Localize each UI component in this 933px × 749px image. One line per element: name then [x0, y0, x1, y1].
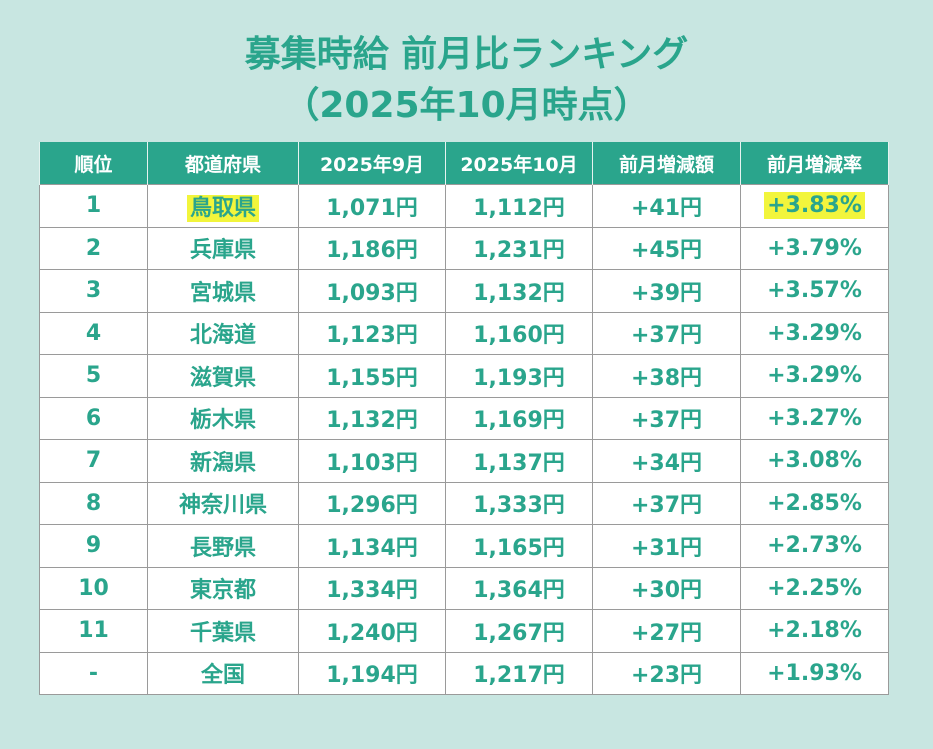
cell-sep-wage: 1,071円: [298, 184, 446, 228]
cell-rate: +3.83%: [740, 184, 889, 228]
cell-rank: 6: [39, 396, 148, 440]
table-row: 7 新潟県 1,103円 1,137円 +34円 +3.08%: [39, 439, 889, 483]
cell-rank: 11: [39, 609, 148, 653]
table-row: 1 鳥取県 1,071円 1,112円 +41円 +3.83%: [39, 184, 889, 228]
cell-sep-wage: 1,155円: [298, 354, 446, 398]
cell-prefecture: 宮城県: [147, 269, 299, 313]
cell-sep-wage: 1,134円: [298, 524, 446, 568]
cell-rank: 4: [39, 311, 148, 355]
cell-diff: +38円: [592, 354, 741, 398]
cell-oct-wage: 1,169円: [445, 396, 593, 440]
table-row: - 全国 1,194円 1,217円 +23円 +1.93%: [39, 651, 889, 695]
cell-sep-wage: 1,194円: [298, 651, 446, 695]
cell-oct-wage: 1,160円: [445, 311, 593, 355]
header-rate: 前月増減率: [740, 142, 889, 185]
cell-diff: +41円: [592, 184, 741, 228]
cell-rank: 10: [39, 566, 148, 610]
cell-oct-wage: 1,333円: [445, 481, 593, 525]
chart-subtitle: （2025年10月時点）: [283, 85, 650, 126]
cell-rate: +2.85%: [740, 481, 889, 525]
cell-oct-wage: 1,112円: [445, 184, 593, 228]
cell-rate: +3.29%: [740, 311, 889, 355]
cell-diff: +37円: [592, 481, 741, 525]
cell-diff: +23円: [592, 651, 741, 695]
cell-oct-wage: 1,137円: [445, 439, 593, 483]
cell-sep-wage: 1,186円: [298, 226, 446, 270]
cell-sep-wage: 1,093円: [298, 269, 446, 313]
header-oct-2025: 2025年10月: [445, 142, 593, 185]
table-row: 3 宮城県 1,093円 1,132円 +39円 +3.57%: [39, 269, 889, 313]
cell-rank: 7: [39, 439, 148, 483]
table-header-row: 順位 都道府県 2025年9月 2025年10月 前月増減額 前月増減率: [39, 142, 889, 185]
cell-diff: +27円: [592, 609, 741, 653]
cell-rate: +3.08%: [740, 439, 889, 483]
cell-rate: +2.73%: [740, 524, 889, 568]
cell-sep-wage: 1,103円: [298, 439, 446, 483]
table-body: 1 鳥取県 1,071円 1,112円 +41円 +3.83% 2 兵庫県 1,186円 1,23…: [39, 184, 889, 695]
cell-rank: 8: [39, 481, 148, 525]
cell-sep-wage: 1,240円: [298, 609, 446, 653]
cell-diff: +37円: [592, 311, 741, 355]
cell-rate: +3.27%: [740, 396, 889, 440]
cell-prefecture: 長野県: [147, 524, 299, 568]
cell-prefecture: 東京都: [147, 566, 299, 610]
cell-rate: +2.18%: [740, 609, 889, 653]
cell-rate: +1.93%: [740, 651, 889, 695]
table-row: 10 東京都 1,334円 1,364円 +30円 +2.25%: [39, 566, 889, 610]
table-row: 5 滋賀県 1,155円 1,193円 +38円 +3.29%: [39, 354, 889, 398]
cell-rate: +2.25%: [740, 566, 889, 610]
cell-oct-wage: 1,165円: [445, 524, 593, 568]
cell-prefecture: 兵庫県: [147, 226, 299, 270]
cell-oct-wage: 1,231円: [445, 226, 593, 270]
cell-prefecture: 新潟県: [147, 439, 299, 483]
header-rank: 順位: [39, 142, 148, 185]
cell-rank: 5: [39, 354, 148, 398]
chart-title: 募集時給 前月比ランキング: [244, 34, 689, 75]
cell-prefecture: 北海道: [147, 311, 299, 355]
cell-oct-wage: 1,193円: [445, 354, 593, 398]
cell-diff: +34円: [592, 439, 741, 483]
cell-sep-wage: 1,334円: [298, 566, 446, 610]
highlight-marker: 鳥取県: [186, 194, 259, 222]
cell-rank: 3: [39, 269, 148, 313]
table-row: 6 栃木県 1,132円 1,169円 +37円 +3.27%: [39, 396, 889, 440]
cell-prefecture: 鳥取県: [147, 184, 299, 228]
cell-rank: 9: [39, 524, 148, 568]
highlight-marker: +3.83%: [764, 192, 865, 220]
table-row: 8 神奈川県 1,296円 1,333円 +37円 +2.85%: [39, 481, 889, 525]
cell-rank: -: [39, 651, 148, 695]
cell-prefecture: 栃木県: [147, 396, 299, 440]
cell-oct-wage: 1,217円: [445, 651, 593, 695]
cell-prefecture: 全国: [147, 651, 299, 695]
cell-sep-wage: 1,132円: [298, 396, 446, 440]
cell-oct-wage: 1,267円: [445, 609, 593, 653]
header-diff: 前月増減額: [592, 142, 741, 185]
cell-diff: +30円: [592, 566, 741, 610]
table-row: 2 兵庫県 1,186円 1,231円 +45円 +3.79%: [39, 226, 889, 270]
cell-rate: +3.29%: [740, 354, 889, 398]
cell-diff: +45円: [592, 226, 741, 270]
header-prefecture: 都道府県: [147, 142, 299, 185]
cell-prefecture: 神奈川県: [147, 481, 299, 525]
cell-sep-wage: 1,123円: [298, 311, 446, 355]
cell-diff: +39円: [592, 269, 741, 313]
table-row: 4 北海道 1,123円 1,160円 +37円 +3.29%: [39, 311, 889, 355]
cell-prefecture: 滋賀県: [147, 354, 299, 398]
cell-diff: +31円: [592, 524, 741, 568]
cell-rate: +3.79%: [740, 226, 889, 270]
cell-oct-wage: 1,364円: [445, 566, 593, 610]
cell-oct-wage: 1,132円: [445, 269, 593, 313]
cell-rank: 2: [39, 226, 148, 270]
table-row: 9 長野県 1,134円 1,165円 +31円 +2.73%: [39, 524, 889, 568]
header-sep-2025: 2025年9月: [298, 142, 446, 185]
cell-diff: +37円: [592, 396, 741, 440]
ranking-table: 順位 都道府県 2025年9月 2025年10月 前月増減額 前月増減率 1 鳥取…: [39, 142, 889, 695]
cell-prefecture: 千葉県: [147, 609, 299, 653]
cell-rank: 1: [39, 184, 148, 228]
cell-sep-wage: 1,296円: [298, 481, 446, 525]
cell-rate: +3.57%: [740, 269, 889, 313]
table-row: 11 千葉県 1,240円 1,267円 +27円 +2.18%: [39, 609, 889, 653]
